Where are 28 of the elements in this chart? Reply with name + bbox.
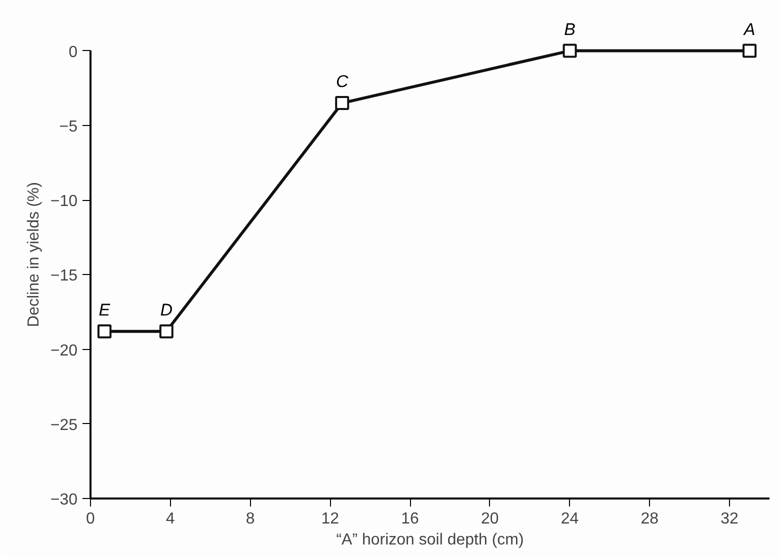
- x-tick-label: 12: [321, 510, 340, 528]
- x-tick-label: 4: [166, 510, 175, 528]
- x-tick-label: 8: [246, 510, 255, 528]
- x-tick-label: 16: [401, 510, 420, 528]
- y-tick-label: −5: [59, 118, 78, 136]
- point: [562, 44, 577, 58]
- x-tick-label: 32: [720, 510, 739, 528]
- y-tick-label: −20: [50, 342, 78, 360]
- point: [742, 44, 757, 58]
- annotation: D: [160, 300, 173, 320]
- x-tick-label: 0: [86, 510, 96, 528]
- point: [97, 324, 112, 338]
- point: [335, 96, 350, 110]
- y-axis-title: Decline in yields (%): [25, 182, 42, 327]
- y-tick-label: −30: [50, 492, 78, 508]
- annotation: B: [564, 20, 576, 39]
- x-tick-label: 28: [640, 510, 659, 528]
- x-axis-title: “A” horizon soil depth (cm): [336, 532, 524, 548]
- x-tick-label: 20: [481, 510, 499, 528]
- y-tick-label: −15: [50, 268, 78, 285]
- annotation: A: [742, 20, 756, 39]
- x-tick-label: 24: [560, 510, 579, 528]
- annotation: C: [336, 72, 349, 92]
- y-tick-label: −25: [50, 416, 78, 434]
- y-tick-label: 0: [68, 44, 78, 61]
- annotation: E: [98, 300, 111, 320]
- point: [159, 324, 174, 338]
- y-tick-label: −10: [50, 193, 78, 210]
